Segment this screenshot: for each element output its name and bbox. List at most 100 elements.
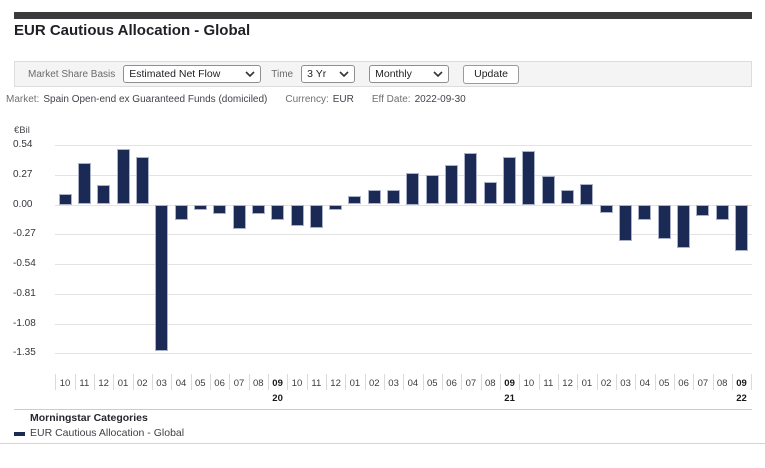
- flow-bar[interactable]: [503, 157, 517, 205]
- flow-bar[interactable]: [599, 204, 613, 214]
- flow-bar[interactable]: [174, 204, 188, 220]
- x-tick-separator: [306, 374, 308, 390]
- flow-bar[interactable]: [464, 152, 478, 205]
- x-tick-separator: [461, 374, 463, 390]
- legend-swatch: [14, 432, 25, 436]
- x-tick-separator: [751, 374, 753, 390]
- flow-bar[interactable]: [483, 182, 497, 205]
- x-tick-separator: [673, 374, 675, 390]
- flow-bar[interactable]: [367, 190, 381, 205]
- flow-bar[interactable]: [290, 204, 304, 226]
- x-tick-separator: [132, 374, 134, 390]
- y-tick-label: -1.35: [13, 347, 36, 359]
- flow-bar[interactable]: [406, 172, 420, 205]
- flow-bar[interactable]: [541, 175, 555, 205]
- flow-bar[interactable]: [116, 149, 130, 205]
- flow-bar[interactable]: [619, 204, 633, 241]
- x-tick-label: 10: [291, 378, 303, 389]
- x-tick-label: 05: [195, 378, 206, 389]
- currency-value: EUR: [332, 94, 354, 105]
- x-tick-separator: [654, 374, 656, 390]
- x-tick-label: 09: [736, 378, 747, 389]
- x-tick-separator: [74, 374, 76, 390]
- x-tick-separator: [422, 374, 424, 390]
- flow-bar[interactable]: [58, 193, 72, 205]
- market-share-basis-select[interactable]: Estimated Net Flow: [123, 65, 262, 83]
- flow-bar[interactable]: [677, 204, 691, 248]
- gridline: [55, 293, 752, 295]
- flow-bar[interactable]: [155, 204, 169, 352]
- flow-bar[interactable]: [232, 204, 246, 229]
- x-tick-label: 02: [600, 378, 612, 389]
- market-label: Market:: [6, 94, 40, 105]
- market-value: Spain Open-end ex Guaranteed Funds (domi…: [43, 94, 268, 105]
- gridline: [55, 353, 752, 355]
- x-tick-label: 05: [658, 378, 670, 389]
- flow-bar[interactable]: [271, 204, 285, 220]
- y-tick-label: 0.54: [13, 138, 33, 150]
- flow-bar[interactable]: [657, 204, 671, 239]
- flow-bar[interactable]: [97, 184, 111, 205]
- flow-bar[interactable]: [329, 204, 343, 210]
- x-tick-label: 09: [272, 378, 283, 389]
- x-tick-label: 04: [639, 378, 651, 389]
- y-tick-label: -0.81: [13, 287, 36, 299]
- x-tick-label: 11: [79, 378, 90, 389]
- time-select[interactable]: 3 Yr: [301, 65, 356, 83]
- x-tick-label: 01: [117, 378, 129, 389]
- flow-bar[interactable]: [387, 190, 401, 205]
- x-tick-separator: [693, 374, 695, 390]
- x-tick-separator: [268, 374, 269, 390]
- flow-bar[interactable]: [638, 204, 652, 220]
- flow-bar[interactable]: [445, 164, 459, 205]
- x-tick-label: 08: [716, 378, 728, 389]
- flow-bar[interactable]: [135, 157, 149, 205]
- flow-bar[interactable]: [251, 204, 265, 215]
- x-year-label: 20: [272, 393, 283, 404]
- flow-bar[interactable]: [193, 204, 207, 210]
- flow-bar[interactable]: [561, 190, 575, 205]
- flow-bar[interactable]: [77, 162, 91, 205]
- x-tick-label: 01: [349, 378, 361, 389]
- frequency-select[interactable]: Monthly: [369, 65, 450, 83]
- x-tick-separator: [519, 374, 521, 390]
- flow-bar[interactable]: [425, 174, 439, 205]
- time-label: Time: [271, 68, 294, 80]
- x-tick-separator: [364, 374, 366, 390]
- x-tick-separator: [403, 374, 405, 390]
- x-tick-separator: [577, 374, 579, 390]
- legend-title: Morningstar Categories: [30, 412, 148, 424]
- x-tick-label: 03: [620, 378, 631, 389]
- flow-bar[interactable]: [715, 204, 729, 220]
- legend-item-label: EUR Cautious Allocation - Global: [30, 427, 185, 439]
- flow-bar[interactable]: [309, 204, 323, 228]
- x-tick-label: 12: [98, 378, 109, 389]
- x-tick-separator: [190, 374, 192, 390]
- y-axis-unit-label: €Bil: [14, 125, 30, 136]
- x-tick-separator: [596, 374, 598, 390]
- x-tick-label: 07: [697, 378, 709, 389]
- flow-bar[interactable]: [735, 204, 748, 251]
- x-tick-label: 06: [678, 378, 689, 389]
- flow-bar[interactable]: [213, 204, 227, 215]
- flow-bar[interactable]: [696, 204, 710, 216]
- chevron-down-icon: [339, 71, 349, 77]
- y-tick-label: -0.27: [13, 228, 36, 240]
- flow-bar[interactable]: [348, 195, 362, 205]
- flow-bar[interactable]: [522, 150, 536, 205]
- currency-label: Currency:: [285, 94, 329, 105]
- eff-date-label: Eff Date:: [371, 94, 411, 105]
- flow-bar[interactable]: [580, 183, 594, 205]
- legend-divider-top: [14, 409, 752, 410]
- toolbar: Market Share Basis Estimated Net Flow Ti…: [14, 61, 752, 87]
- frequency-value: Monthly: [375, 68, 412, 80]
- x-tick-label: 06: [446, 378, 457, 389]
- update-button[interactable]: Update: [463, 64, 519, 84]
- x-tick-separator: [326, 374, 327, 390]
- market-share-basis-value: Estimated Net Flow: [129, 68, 221, 80]
- x-tick-separator: [441, 374, 443, 390]
- x-tick-separator: [499, 374, 501, 390]
- x-tick-separator: [635, 374, 637, 390]
- x-tick-separator: [55, 374, 57, 390]
